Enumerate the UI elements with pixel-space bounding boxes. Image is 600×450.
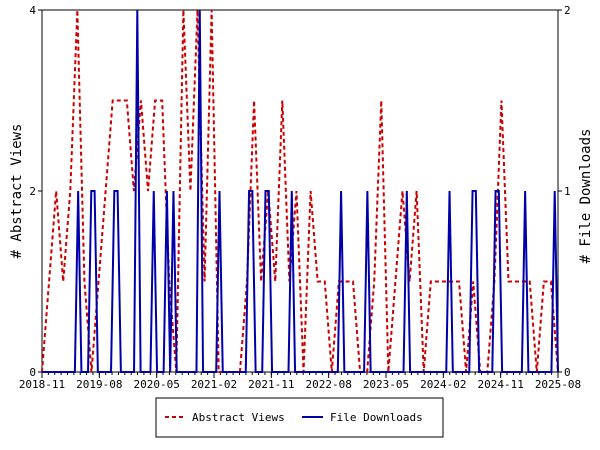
legend-label-abstract-views: Abstract Views [192, 411, 285, 424]
x-tick-label: 2025-08 [535, 378, 581, 391]
left-y-axis-title: # Abstract Views [9, 124, 25, 259]
x-tick-label: 2024-11 [477, 378, 523, 391]
legend: Abstract Views File Downloads [155, 397, 444, 438]
left-y-tick-label: 2 [29, 185, 36, 198]
legend-box [155, 397, 444, 438]
left-y-axis: 0 2 4 [29, 4, 42, 379]
plot-area [41, 9, 559, 375]
x-tick-label: 2020-05 [133, 378, 179, 391]
series-line-file-downloads [42, 9, 559, 373]
x-tick-label: 2021-02 [191, 378, 237, 391]
right-y-tick-label: 0 [564, 366, 571, 379]
right-y-tick-label: 2 [564, 4, 571, 17]
x-axis: 2018-11 2019-08 2020-05 2021-02 2021-11 2022-… [19, 372, 581, 391]
legend-label-file-downloads: File Downloads [330, 411, 423, 424]
x-tick-label: 2024-02 [420, 378, 466, 391]
x-tick-label: 2023-05 [363, 378, 409, 391]
x-tick-label: 2022-08 [305, 378, 351, 391]
left-y-tick-label: 4 [29, 4, 36, 17]
x-tick-label: 2021-11 [248, 378, 294, 391]
x-tick-label: 2019-08 [76, 378, 122, 391]
right-y-axis-title: # File Downloads [578, 129, 594, 264]
right-y-tick-label: 1 [564, 185, 571, 198]
left-y-tick-label: 0 [29, 366, 36, 379]
right-y-axis: 0 1 2 [558, 4, 571, 379]
series-line-abstract-views [41, 9, 559, 373]
x-tick-label: 2018-11 [19, 378, 65, 391]
